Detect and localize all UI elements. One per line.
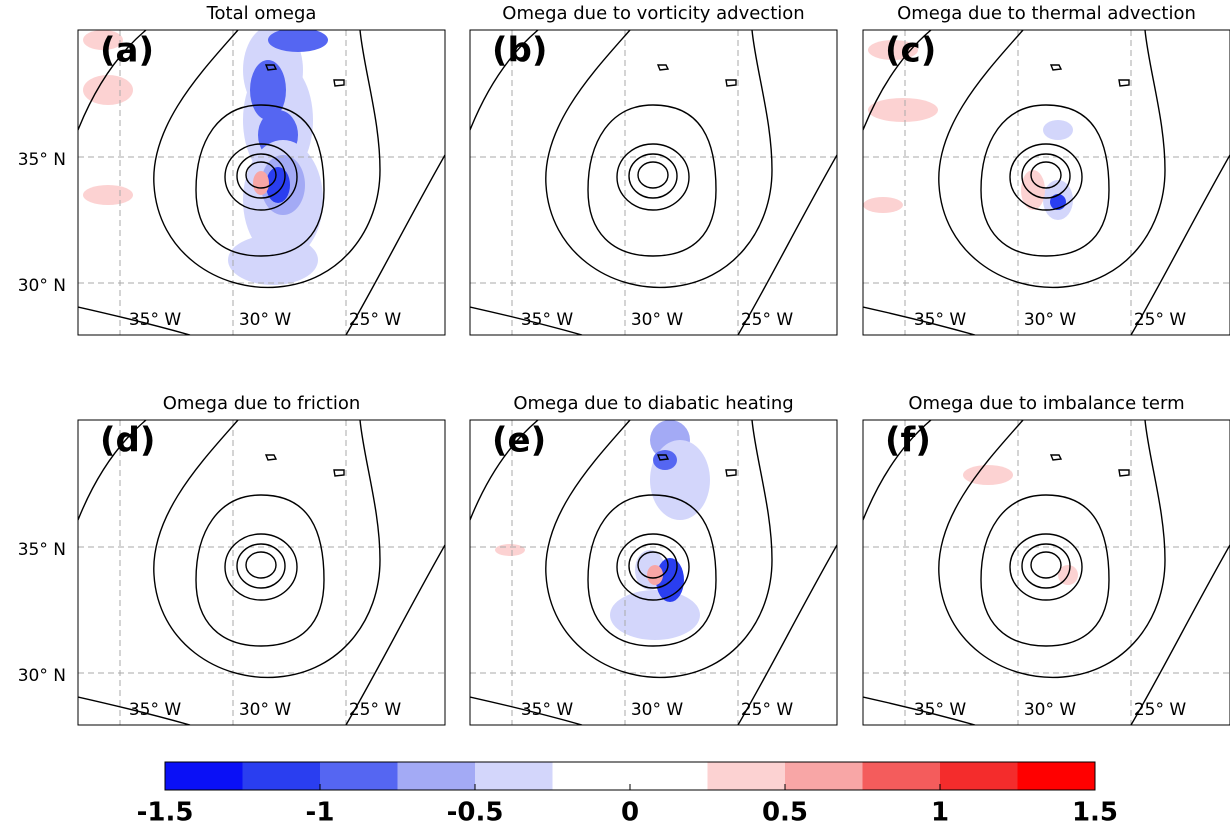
colorbar-bin [862, 762, 941, 790]
panel-frame [77, 29, 446, 336]
map-body [470, 420, 837, 725]
panel-frame [862, 419, 1230, 726]
lon-label: 30° W [239, 310, 292, 330]
lat-label: 35° N [18, 150, 66, 170]
panel-label: (e) [492, 421, 546, 461]
lon-label: 25° W [349, 700, 402, 720]
lon-label: 35° W [521, 310, 574, 330]
map-panel: Omega due to diabatic heating (e) 35° W 30°… [469, 393, 838, 726]
lon-label: 30° W [1024, 700, 1077, 720]
shading [963, 465, 1013, 485]
map-panel: Omega due to imbalance term (f) 35° W 30° W… [862, 393, 1230, 726]
lon-label: 35° W [129, 310, 182, 330]
lon-label: 35° W [129, 700, 182, 720]
shading [228, 235, 318, 285]
panel-label: (f) [885, 421, 931, 461]
colorbar-bin [707, 762, 786, 790]
colorbar-bin [785, 762, 863, 790]
lon-label: 25° W [1134, 700, 1187, 720]
lat-label: 35° N [18, 540, 66, 560]
shading [268, 30, 328, 52]
lon-label: 25° W [741, 700, 794, 720]
geopotential-contours [78, 420, 445, 725]
map-panel: Omega due to thermal advection (c) 35° W 30… [862, 3, 1230, 336]
panel-frame [862, 29, 1230, 336]
panel-title: Omega due to thermal advection [897, 3, 1196, 24]
shading [253, 171, 269, 195]
colorbar-tick-label: 1 [931, 798, 949, 828]
shading [83, 185, 133, 205]
panel-title: Omega due to imbalance term [908, 393, 1184, 414]
colorbar-tick-label: -0.5 [447, 798, 504, 828]
lon-label: 35° W [521, 700, 574, 720]
colorbar-tick-label: -1.5 [137, 798, 194, 828]
panel-label: (d) [100, 421, 155, 461]
shading [863, 197, 903, 213]
lat-label: 30° N [18, 276, 66, 296]
panel-label: (b) [492, 31, 547, 71]
lon-label: 30° W [631, 310, 684, 330]
lon-label: 30° W [239, 700, 292, 720]
panel-frame [469, 419, 838, 726]
geopotential-contours [470, 30, 837, 335]
panel-label: (c) [885, 31, 936, 71]
map-body [863, 420, 1230, 725]
colorbar-tick-label: 0.5 [762, 798, 808, 828]
map-panel: Omega due to vorticity advection (b) 35° W… [469, 3, 838, 336]
colorbar-bin [940, 762, 1018, 790]
shading [647, 565, 663, 585]
geopotential-contours [863, 30, 1230, 335]
shading [266, 167, 290, 203]
map-body [78, 420, 445, 725]
lat-label: 30° N [18, 666, 66, 686]
colorbar-tick-label: 1.5 [1072, 798, 1118, 828]
lon-label: 30° W [1024, 310, 1077, 330]
colorbar-bin [242, 762, 321, 790]
shading [83, 75, 133, 105]
colorbar-bin [397, 762, 476, 790]
colorbar-bin [475, 762, 553, 790]
map-body [78, 30, 445, 335]
lon-label: 35° W [914, 310, 967, 330]
panel-label: (a) [100, 31, 154, 71]
shading [610, 590, 700, 640]
geopotential-contours [863, 420, 1230, 725]
lon-label: 25° W [1134, 310, 1187, 330]
panel-title: Total omega [206, 3, 317, 24]
shading [1021, 170, 1045, 210]
map-panel: Omega due to friction (d) 35° W 30° W 25° W 3… [18, 393, 446, 726]
shading [83, 30, 123, 50]
colorbar-bin [320, 762, 398, 790]
lon-label: 25° W [349, 310, 402, 330]
shading [868, 98, 938, 122]
colorbar-bin [630, 762, 708, 790]
panel-title: Omega due to diabatic heating [513, 393, 793, 414]
colorbar-bin [165, 762, 243, 790]
colorbar-bin [552, 762, 631, 790]
lon-label: 25° W [741, 310, 794, 330]
map-panel: Total omega (a) 35° W 30° W 25° W 35° N 30° N [18, 3, 446, 336]
colorbar-tick-label: -1 [306, 798, 335, 828]
map-body [470, 30, 837, 335]
map-body [863, 30, 1230, 335]
lon-label: 35° W [914, 700, 967, 720]
shading [495, 544, 525, 556]
panel-title: Omega due to friction [163, 393, 361, 414]
panel-title: Omega due to vorticity advection [502, 3, 804, 24]
panel-frame [469, 29, 838, 336]
lon-label: 30° W [631, 700, 684, 720]
colorbar-tick-label: 0 [621, 798, 639, 828]
colorbar-bin [1017, 762, 1096, 790]
panel-frame [77, 419, 446, 726]
shading [1043, 120, 1073, 140]
